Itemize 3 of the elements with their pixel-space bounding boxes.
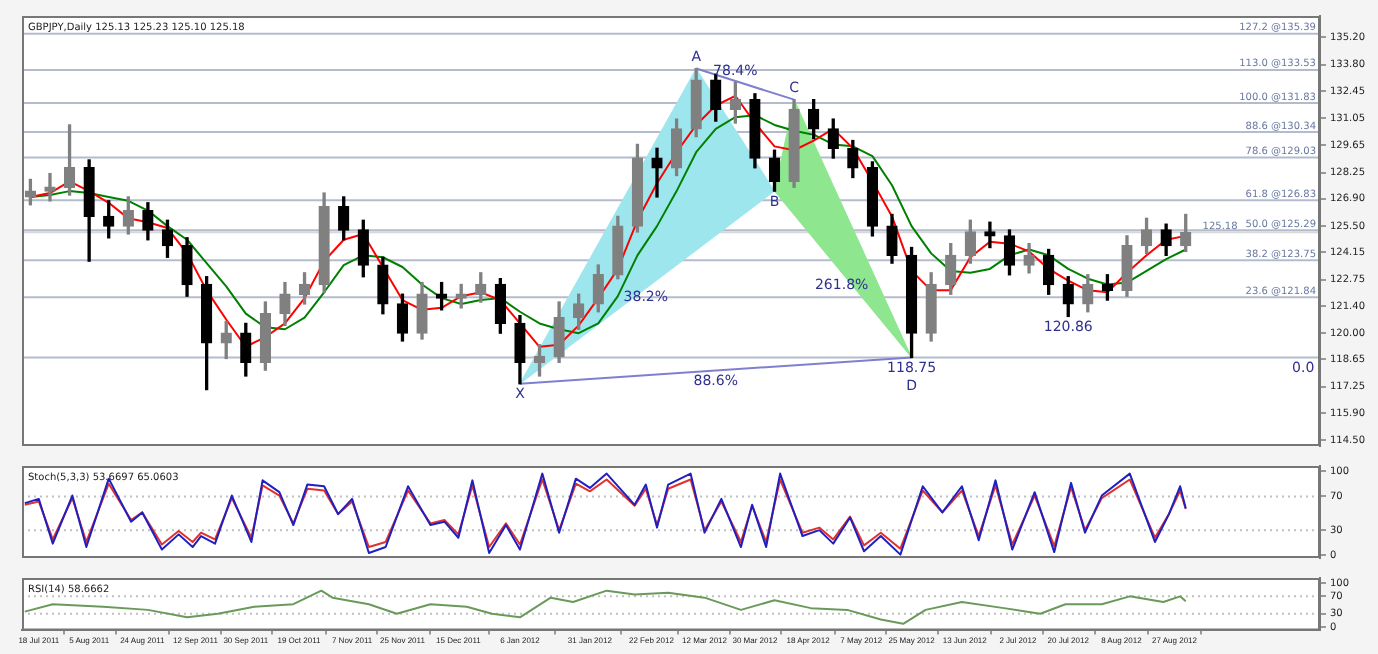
candlestick: [44, 172, 56, 202]
candlestick: [984, 221, 996, 249]
candlestick: [651, 147, 663, 198]
